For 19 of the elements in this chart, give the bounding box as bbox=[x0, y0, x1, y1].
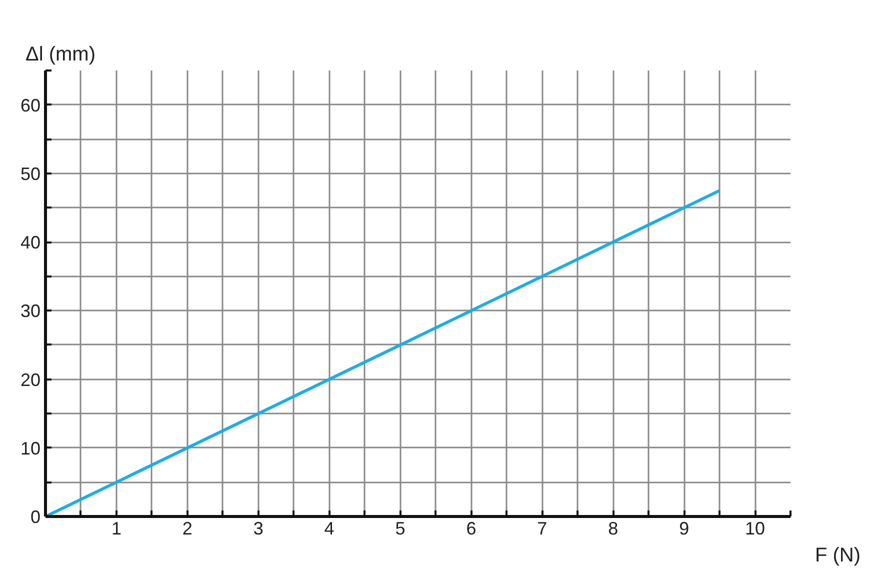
y-tick-label: 40 bbox=[20, 232, 41, 253]
y-tick-label: 0 bbox=[30, 507, 41, 527]
x-axis-title: F (N) bbox=[814, 544, 861, 566]
x-tick-label: 7 bbox=[537, 518, 548, 538]
x-tick-label: 1 bbox=[111, 518, 122, 538]
y-axis-title: Δl (mm) bbox=[26, 44, 96, 66]
x-tick-label: 4 bbox=[324, 518, 334, 538]
y-tick-label: 30 bbox=[20, 301, 41, 322]
x-tick-label: 5 bbox=[395, 518, 406, 538]
y-tick-label: 60 bbox=[20, 95, 41, 116]
x-tick-label: 8 bbox=[608, 518, 618, 538]
x-tick-label: 2 bbox=[182, 518, 192, 538]
y-tick-label: 50 bbox=[20, 164, 41, 184]
x-tick-label: 6 bbox=[466, 518, 476, 538]
x-tick-label: 9 bbox=[679, 518, 690, 538]
y-tick-label: 20 bbox=[20, 370, 41, 390]
x-tick-label: 10 bbox=[745, 518, 766, 538]
y-tick-label: 10 bbox=[20, 438, 41, 458]
x-tick-label: 3 bbox=[253, 518, 264, 538]
